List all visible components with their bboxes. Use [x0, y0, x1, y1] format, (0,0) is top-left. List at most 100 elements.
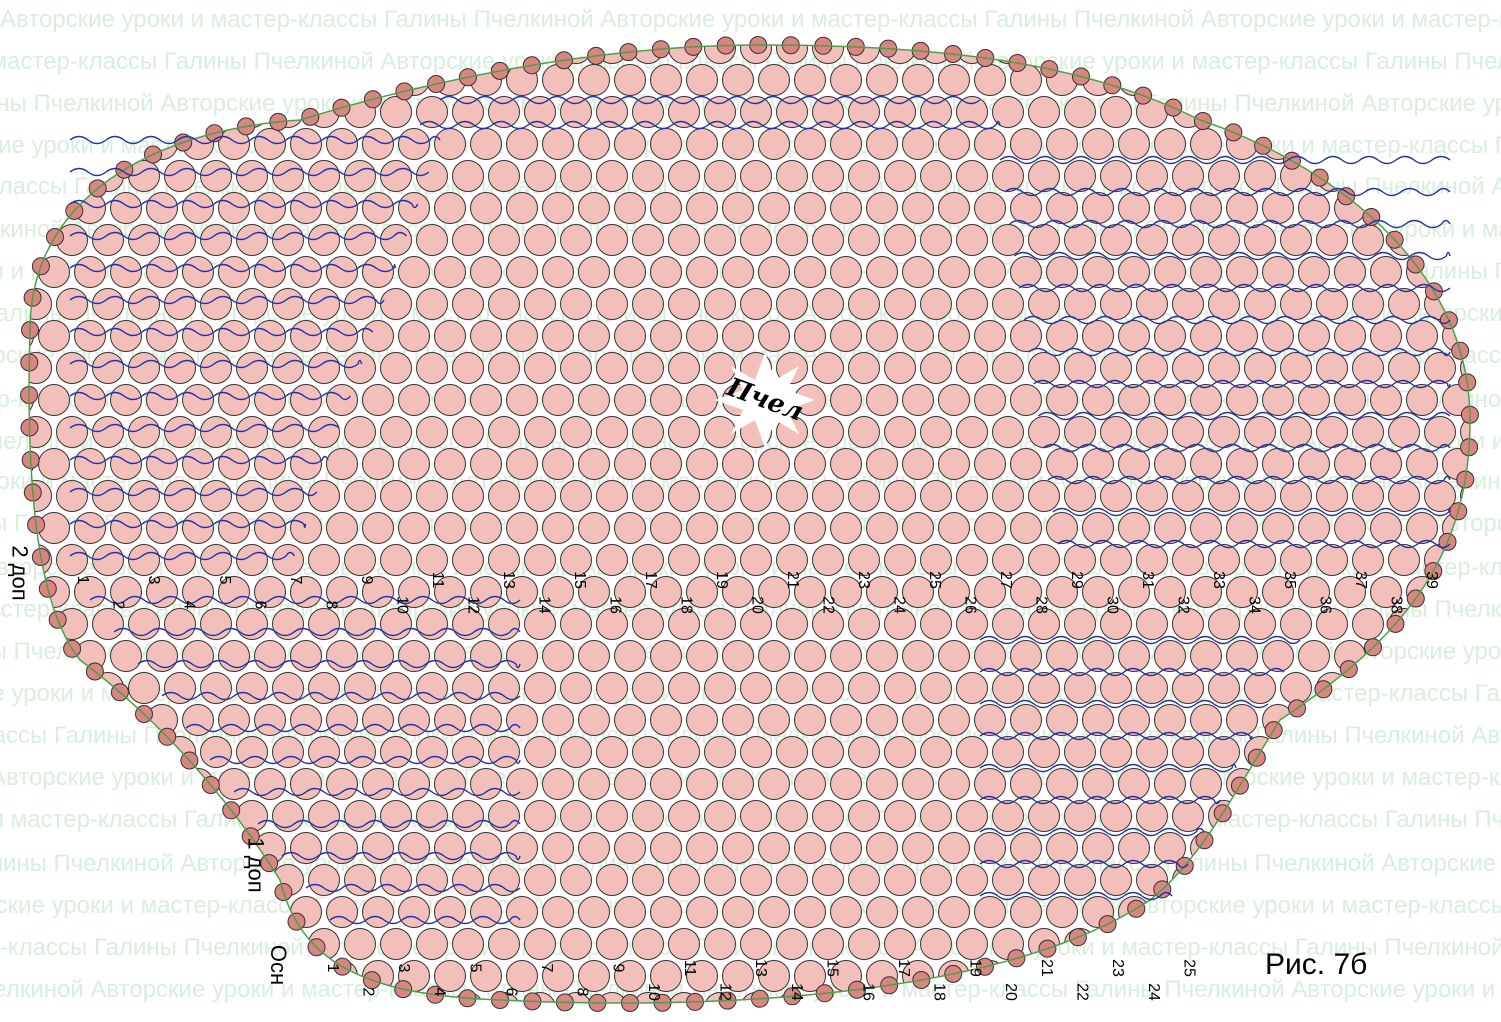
blue-thread-row: [979, 891, 1173, 901]
row-number: 14: [535, 596, 552, 614]
blue-thread-row: [69, 487, 318, 497]
blue-thread-row: [979, 635, 1301, 645]
blue-thread-row: [1033, 379, 1451, 389]
row-number: 13: [752, 959, 769, 977]
row-number: 10: [393, 596, 410, 614]
thread-label-extra-1: 1 доп: [243, 837, 269, 893]
row-number: 28: [1032, 596, 1049, 614]
blue-thread-row: [979, 795, 1221, 805]
row-number: 15: [571, 571, 588, 589]
blue-thread-row: [233, 787, 521, 797]
row-number: 20: [748, 596, 765, 614]
blue-thread-row: [69, 519, 307, 529]
row-number: 6: [251, 601, 268, 610]
blue-thread-row: [1023, 315, 1451, 325]
blue-thread-row: [89, 595, 521, 605]
blue-thread-row: [329, 915, 521, 925]
middle-row-numbers: 1234567891011121314151617181920212223242…: [74, 571, 1440, 614]
row-number: 17: [642, 571, 659, 589]
row-number: 21: [784, 571, 801, 589]
blue-thread-paths: [69, 95, 1451, 925]
row-number: 16: [606, 596, 623, 614]
row-number: 24: [1145, 983, 1162, 1001]
row-number: 24: [890, 596, 907, 614]
blue-thread-row: [1013, 251, 1451, 261]
bottom-row-numbers: 1234567891011121314151617181920212223242…: [324, 959, 1198, 1001]
row-number: 37: [1352, 571, 1369, 589]
green-thread-outline: [28, 44, 1471, 1004]
blue-thread-row: [1028, 347, 1451, 357]
row-number: 20: [1002, 983, 1019, 1001]
blue-thread-row: [257, 819, 521, 829]
row-number: 6: [502, 988, 519, 997]
blue-thread-row: [1047, 475, 1451, 485]
blue-thread-row: [69, 167, 430, 177]
row-number: 23: [1109, 959, 1126, 977]
blue-thread-row: [1042, 443, 1451, 453]
row-number: 13: [500, 571, 517, 589]
figure-caption: Рис. 7б: [1265, 948, 1368, 981]
row-number: 30: [1103, 596, 1120, 614]
row-number: 18: [931, 983, 948, 1001]
blue-thread-row: [979, 859, 1189, 869]
row-number: 23: [855, 571, 872, 589]
row-number: 34: [1245, 596, 1262, 614]
blue-thread-row: [281, 851, 521, 861]
blue-thread-row: [1052, 507, 1451, 517]
row-number: 22: [1073, 983, 1090, 1001]
row-number: 19: [713, 571, 730, 589]
blue-thread-row: [69, 359, 363, 369]
row-number: 35: [1281, 571, 1298, 589]
row-number: 26: [961, 596, 978, 614]
row-number: 27: [997, 571, 1014, 589]
row-number: 5: [216, 576, 233, 585]
blue-thread-row: [69, 391, 351, 401]
row-number: 7: [287, 576, 304, 585]
row-number: 11: [681, 960, 698, 977]
blue-thread-row: [1057, 539, 1451, 549]
blue-thread-row: [999, 155, 1451, 165]
row-number: 22: [819, 596, 836, 614]
blue-thread-row: [137, 659, 521, 669]
blue-thread-row: [69, 231, 407, 241]
blue-thread-row: [1004, 187, 1451, 197]
row-number: 36: [1316, 596, 1333, 614]
blue-thread-row: [979, 699, 1269, 709]
row-number: 17: [895, 959, 912, 977]
blue-thread-row: [69, 295, 385, 305]
row-number: 1: [324, 964, 341, 973]
row-number: 25: [1181, 959, 1198, 977]
blue-thread-row: [69, 135, 441, 145]
row-number: 31: [1139, 571, 1156, 589]
row-number: 9: [609, 964, 626, 973]
row-number: 19: [966, 959, 983, 977]
row-number: 38: [1387, 596, 1404, 614]
blue-thread-row: [1037, 411, 1451, 421]
blue-thread-row: [113, 627, 521, 637]
blue-thread-row: [69, 327, 374, 337]
row-number: 1: [74, 576, 91, 585]
blue-thread-row: [979, 667, 1285, 677]
row-number: 18: [677, 596, 694, 614]
row-number: 8: [574, 988, 591, 997]
row-number: 9: [358, 576, 375, 585]
blue-thread-row: [161, 691, 521, 701]
row-number: 12: [716, 983, 733, 1001]
blue-thread-row: [69, 455, 329, 465]
blue-thread-row: [979, 731, 1253, 741]
row-number: 11: [429, 572, 446, 589]
blue-thread-row: [209, 755, 521, 765]
blue-thread-row: [1018, 283, 1451, 293]
row-number: 29: [1068, 571, 1085, 589]
blue-thread-row: [69, 551, 296, 561]
row-number: 16: [859, 983, 876, 1001]
row-number: 32: [1174, 596, 1191, 614]
row-number: 3: [395, 964, 412, 973]
blue-thread-row: [69, 423, 340, 433]
blue-thread-row: [69, 263, 396, 273]
blue-thread-row: [979, 827, 1205, 837]
row-number: 3: [145, 576, 162, 585]
